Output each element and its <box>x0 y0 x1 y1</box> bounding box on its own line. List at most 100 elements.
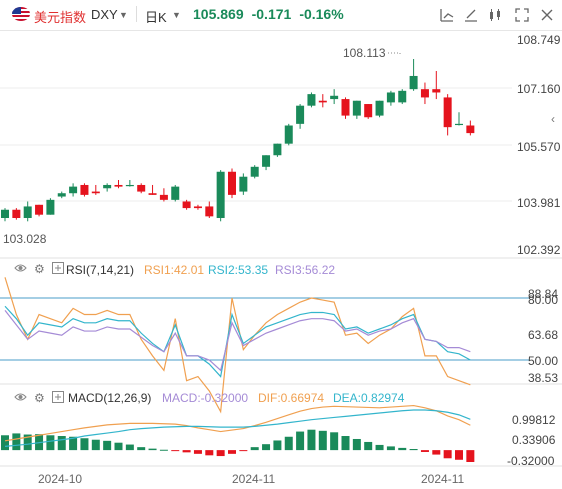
price-axis-label: 102.392 <box>517 243 561 257</box>
rsi2-value: RSI2:53.35 <box>208 263 269 277</box>
macd-bar <box>46 435 55 451</box>
eye-icon[interactable] <box>14 391 27 405</box>
candle <box>307 94 316 106</box>
macd-bar <box>455 450 463 460</box>
gear-icon[interactable]: ⚙ <box>34 391 45 405</box>
crosshair-icon[interactable] <box>437 5 457 25</box>
macd-axis-label: 0.33906 <box>512 433 556 447</box>
chart-toolbar: 美元指数 DXY ▼ 日K ▼ 105.869 -0.171 -0.16% <box>0 0 562 30</box>
rsi-axis-label: 50.00 <box>528 354 559 368</box>
macd-bar <box>103 440 112 451</box>
indicator-settings-icon[interactable] <box>52 391 64 406</box>
candle <box>284 125 293 144</box>
candle <box>398 90 407 103</box>
candle <box>205 206 214 217</box>
candle <box>228 171 236 195</box>
period-selector[interactable]: 日K <box>145 10 167 25</box>
divider <box>136 6 137 22</box>
candle-type-icon[interactable] <box>485 5 505 25</box>
price-change-pct: -0.16% <box>299 6 344 22</box>
rsi1-value: RSI1:42.01 <box>144 263 205 277</box>
candle <box>35 204 44 215</box>
macd-bar <box>239 450 248 452</box>
candle <box>23 206 32 219</box>
x-axis-label: 2024-10 <box>38 472 83 486</box>
price-axis-label: 105.570 <box>517 140 561 154</box>
candle <box>364 104 373 118</box>
candle <box>103 184 112 189</box>
chevron-down-icon[interactable]: ▼ <box>172 10 181 20</box>
price-axis-label: 107.160 <box>517 82 561 96</box>
divider <box>0 30 562 31</box>
candle <box>114 184 123 187</box>
macd-bar <box>57 436 66 451</box>
macd-bar <box>466 450 475 462</box>
candle <box>273 143 282 156</box>
candle <box>125 184 134 187</box>
macd-bar <box>341 436 350 451</box>
candle <box>250 166 259 177</box>
candle <box>466 125 475 134</box>
candle <box>12 209 21 219</box>
macd-bar <box>330 432 339 451</box>
macd-bar <box>364 441 373 451</box>
rsi-axis-label: 63.68 <box>528 328 559 342</box>
instrument-name[interactable]: 美元指数 <box>34 10 87 25</box>
x-axis-label: 2024-11 <box>232 472 276 486</box>
instrument-symbol[interactable]: DXY <box>91 7 118 22</box>
chevron-left-icon[interactable]: ‹ <box>551 112 555 126</box>
macd-bar <box>193 450 202 454</box>
rsi1-line <box>4 277 471 414</box>
candle <box>171 186 180 200</box>
rsi2-line <box>4 305 471 378</box>
macd-bar <box>159 449 168 451</box>
macd-bar <box>307 429 316 451</box>
us-flag-icon <box>12 7 30 21</box>
gear-icon[interactable]: ⚙ <box>34 262 45 276</box>
candle <box>80 184 89 195</box>
chevron-down-icon[interactable]: ▼ <box>119 10 128 20</box>
candle <box>420 89 429 98</box>
candle <box>239 176 248 192</box>
candle <box>455 123 463 126</box>
indicator-settings-icon[interactable] <box>52 262 64 277</box>
draw-icon[interactable] <box>461 5 481 25</box>
eye-icon[interactable] <box>14 262 27 276</box>
macd-bar <box>216 450 225 457</box>
candle <box>57 193 66 197</box>
candle <box>296 105 305 124</box>
macd-bar <box>205 450 214 456</box>
macd-bar <box>91 439 100 451</box>
macd-bar <box>386 446 395 451</box>
macd-bar <box>273 440 282 451</box>
candle <box>341 99 350 116</box>
candle <box>182 201 191 209</box>
price-change: -0.171 <box>251 6 292 22</box>
close-icon[interactable] <box>537 5 557 25</box>
rsi-axis-label: 80.00 <box>528 293 559 307</box>
dif-value: DIF:0.66974 <box>258 391 325 405</box>
macd-title: MACD(12,26,9) <box>68 391 152 405</box>
rsi-title: RSI(7,14,21) <box>66 263 135 277</box>
dea-line <box>4 409 471 448</box>
macd-bar <box>1 435 9 451</box>
candle <box>148 193 157 195</box>
macd-bar <box>284 436 293 451</box>
macd-bar <box>296 431 305 451</box>
low-price-label: 103.028 <box>3 232 47 246</box>
macd-bar <box>69 436 78 451</box>
macd-bar <box>125 444 134 451</box>
candle <box>69 186 78 194</box>
candle <box>386 92 395 103</box>
price-axis-label: 108.749 <box>517 33 561 47</box>
candle <box>443 97 452 128</box>
macd-bar <box>409 449 418 451</box>
macd-bar <box>262 444 271 451</box>
candle <box>330 95 339 100</box>
macd-bar <box>12 433 21 451</box>
x-axis-label: 2024-11 <box>421 472 465 486</box>
expand-icon[interactable] <box>512 5 532 25</box>
candle <box>432 89 441 93</box>
macd-bar <box>398 447 407 451</box>
